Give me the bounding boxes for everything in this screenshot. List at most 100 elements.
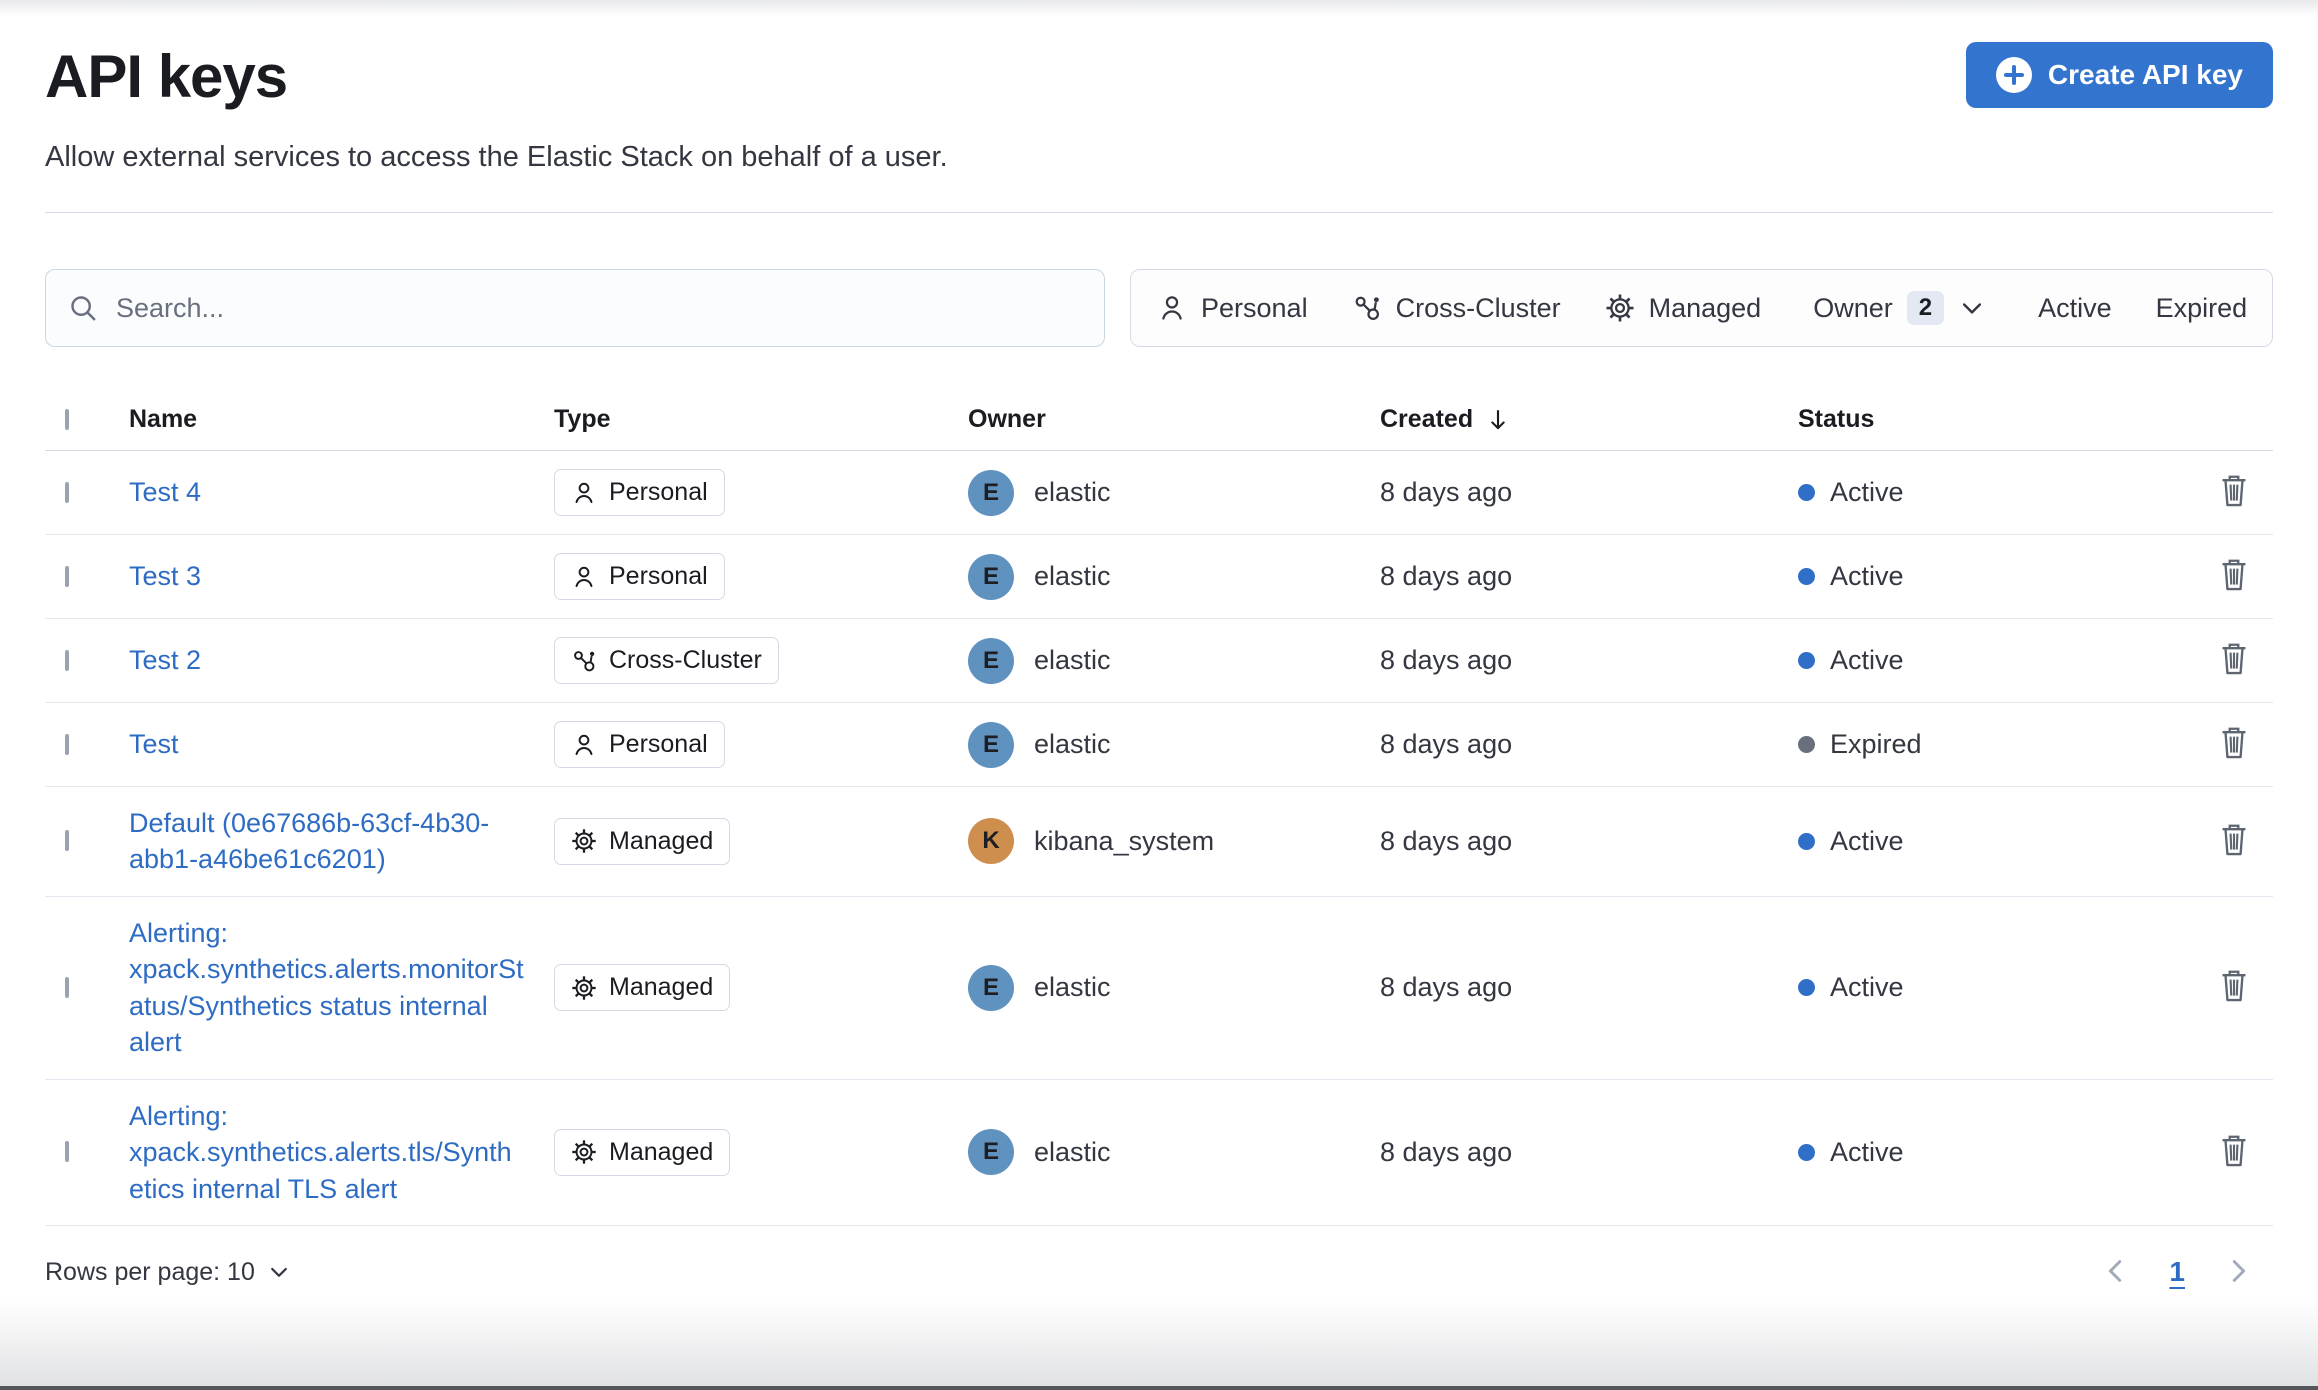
status-cell: Active — [1798, 1137, 2193, 1168]
filter-managed[interactable]: Managed — [1605, 293, 1761, 324]
owner-cell: E elastic — [968, 637, 1380, 684]
table-row: Test 4 Personal E elastic 8 days ago Act — [45, 451, 2273, 535]
type-badge: Personal — [554, 553, 725, 600]
column-header-name[interactable]: Name — [129, 405, 198, 433]
page-number-1[interactable]: 1 — [2169, 1256, 2185, 1288]
table-header-row: Name Type Owner Created Status — [45, 405, 2273, 451]
owner-avatar: K — [968, 818, 1014, 865]
next-page-button[interactable] — [2219, 1252, 2257, 1293]
row-checkbox[interactable] — [65, 830, 69, 852]
row-checkbox[interactable] — [65, 976, 69, 998]
filter-personal[interactable]: Personal — [1157, 293, 1308, 324]
filter-active[interactable]: Active — [2038, 293, 2112, 324]
table-row: Test 3 Personal E elastic 8 days ago Act — [45, 535, 2273, 619]
cluster-icon — [571, 648, 597, 674]
gear-icon — [571, 975, 597, 1001]
status-cell: Active — [1798, 826, 2193, 857]
status-label: Expired — [1830, 729, 1922, 759]
api-key-name-link[interactable]: Test — [129, 729, 179, 760]
status-dot — [1798, 979, 1815, 997]
type-badge: Managed — [554, 817, 731, 865]
owner-avatar: E — [968, 721, 1014, 768]
row-checkbox[interactable] — [65, 1141, 69, 1163]
row-checkbox[interactable] — [65, 649, 69, 671]
trash-icon — [2222, 643, 2246, 675]
owner-name: elastic — [1034, 645, 1111, 675]
status-filter-group: Active Expired — [2012, 270, 2272, 346]
api-key-name-link[interactable]: Test 3 — [129, 561, 202, 592]
filter-owner-dropdown[interactable]: Owner 2 — [1813, 291, 1986, 325]
created-cell: 8 days ago — [1380, 729, 1513, 759]
type-badge-label: Cross-Cluster — [609, 646, 762, 674]
delete-api-key-button[interactable] — [2213, 819, 2255, 864]
api-key-name-link[interactable]: Alerting: xpack.synthetics.alerts.tls/Sy… — [129, 1100, 512, 1204]
api-key-name-link[interactable]: Alerting: xpack.synthetics.alerts.monito… — [129, 917, 524, 1058]
actions-cell — [2193, 965, 2273, 1010]
owner-cell: K kibana_system — [968, 818, 1380, 865]
row-checkbox[interactable] — [65, 481, 69, 503]
delete-api-key-button[interactable] — [2213, 638, 2255, 683]
row-checkbox[interactable] — [65, 565, 69, 587]
status-label: Active — [1830, 561, 1904, 591]
table-row: Default (0e67686b-63cf-4b30-abb1-a46be61… — [45, 787, 2273, 897]
filter-expired[interactable]: Expired — [2156, 293, 2248, 324]
trash-icon — [2222, 475, 2246, 507]
api-key-name-link[interactable]: Default (0e67686b-63cf-4b30-abb1-a46be61… — [129, 808, 490, 875]
type-badge-label: Managed — [609, 973, 714, 1002]
delete-api-key-button[interactable] — [2213, 965, 2255, 1010]
filter-cross-cluster[interactable]: Cross-Cluster — [1352, 293, 1561, 324]
trash-icon — [2222, 559, 2246, 591]
api-keys-table: Name Type Owner Created Status Test 4 — [45, 405, 2273, 1226]
status-label: Active — [1830, 645, 1904, 675]
api-key-name-link[interactable]: Test 2 — [129, 645, 202, 676]
table-body: Test 4 Personal E elastic 8 days ago Act — [45, 451, 2273, 1226]
actions-cell — [2193, 554, 2273, 599]
api-key-name-link[interactable]: Test 4 — [129, 477, 202, 508]
status-dot — [1798, 652, 1815, 669]
actions-cell — [2193, 722, 2273, 767]
chevron-down-icon — [1962, 303, 1982, 314]
chevron-left-icon — [2109, 1260, 2122, 1282]
owner-count-badge: 2 — [1906, 291, 1945, 325]
actions-cell — [2193, 638, 2273, 683]
created-cell: 8 days ago — [1380, 972, 1513, 1003]
column-header-created[interactable]: Created — [1380, 405, 1798, 434]
table-row: Test 2 Cross-Cluster E elast — [45, 619, 2273, 703]
delete-api-key-button[interactable] — [2213, 554, 2255, 599]
owner-cell: E elastic — [968, 964, 1380, 1011]
column-header-type[interactable]: Type — [554, 405, 611, 433]
owner-avatar: E — [968, 964, 1014, 1011]
table-row: Alerting: xpack.synthetics.alerts.tls/Sy… — [45, 1080, 2273, 1226]
create-api-key-button[interactable]: Create API key — [1965, 42, 2273, 108]
type-badge: Personal — [554, 721, 725, 768]
column-header-owner[interactable]: Owner — [968, 405, 1046, 433]
delete-api-key-button[interactable] — [2213, 1130, 2255, 1175]
select-all-checkbox[interactable] — [65, 408, 69, 430]
plus-circle-icon — [1995, 57, 2032, 93]
owner-name: kibana_system — [1034, 825, 1215, 856]
status-dot — [1798, 1143, 1815, 1161]
owner-avatar: E — [968, 553, 1014, 600]
rows-per-page-button[interactable]: Rows per page: 10 — [45, 1258, 291, 1287]
trash-icon — [2222, 727, 2246, 759]
header-divider — [45, 212, 2273, 213]
delete-api-key-button[interactable] — [2213, 722, 2255, 767]
cluster-icon — [1355, 296, 1379, 321]
status-dot — [1798, 568, 1815, 585]
status-dot — [1798, 832, 1815, 850]
column-header-status[interactable]: Status — [1798, 405, 1875, 433]
delete-api-key-button[interactable] — [2213, 470, 2255, 515]
owner-name: elastic — [1034, 477, 1111, 507]
previous-page-button[interactable] — [2097, 1252, 2135, 1293]
page-header: API keys Create API key — [45, 42, 2273, 111]
filter-panel: Personal Cross-Cluster — [1130, 269, 2273, 347]
owner-cell: E elastic — [968, 469, 1380, 516]
search-input[interactable] — [116, 292, 1082, 324]
created-cell: 8 days ago — [1380, 825, 1513, 856]
row-checkbox[interactable] — [65, 733, 69, 755]
bottom-window-fade — [0, 1300, 2318, 1390]
type-badge-label: Personal — [609, 562, 708, 590]
gear-icon — [571, 1139, 597, 1165]
toolbar: Personal Cross-Cluster — [45, 269, 2273, 347]
